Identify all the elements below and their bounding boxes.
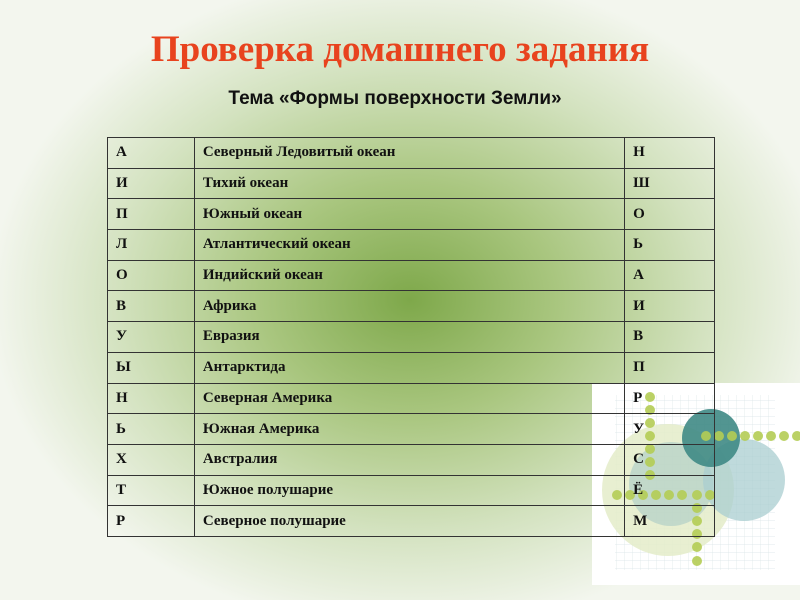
letter-cell: В <box>107 290 195 323</box>
table-row: В Африка И <box>107 290 715 323</box>
term-cell: Австралия <box>193 443 626 476</box>
answer-letter-cell: У <box>624 413 715 445</box>
answer-letter-cell: Ь <box>624 229 715 261</box>
term-cell: Африка <box>193 290 626 323</box>
term-cell: Евразия <box>193 321 626 353</box>
answer-letter-cell: Н <box>624 137 715 169</box>
answer-letter-cell: И <box>624 290 715 323</box>
answer-letter-cell: С <box>624 443 715 476</box>
table-row: А Северный Ледовитый океан Н <box>107 137 715 169</box>
letter-cell: У <box>107 321 195 353</box>
term-cell: Атлантический океан <box>193 229 626 261</box>
term-cell: Северная Америка <box>193 382 626 415</box>
letter-cell: Н <box>107 382 195 415</box>
table-row: И Тихий океан Ш <box>107 167 715 200</box>
letter-cell: Л <box>107 229 195 261</box>
letter-cell: П <box>107 198 195 231</box>
term-cell: Южное полушарие <box>193 474 626 507</box>
slide-title: Проверка домашнего задания <box>150 29 650 70</box>
answer-letter-cell: М <box>624 505 715 537</box>
table-row: Ь Южная Америка У <box>107 413 715 445</box>
letter-cell: Ы <box>107 351 195 384</box>
answer-letter-cell: О <box>624 198 715 231</box>
table-row: Ы Антарктида П <box>107 351 715 384</box>
table-row: Н Северная Америка Р <box>107 382 715 415</box>
answer-letter-cell: Ш <box>624 167 715 200</box>
table-row: О Индийский океан А <box>107 259 715 292</box>
answer-letter-cell: П <box>624 351 715 384</box>
term-cell: Северный Ледовитый океан <box>193 137 626 169</box>
letter-cell: А <box>107 137 195 169</box>
letter-cell: Т <box>107 474 195 507</box>
term-cell: Антарктида <box>193 351 626 384</box>
answer-letter-cell: А <box>624 259 715 292</box>
letter-cell: О <box>107 259 195 292</box>
answer-letter-cell: Р <box>624 382 715 415</box>
table-row: П Южный океан О <box>107 198 715 231</box>
table-row: Т Южное полушарие Ё <box>107 474 715 507</box>
letter-cell: Х <box>107 443 195 476</box>
term-cell: Северное полушарие <box>193 505 626 537</box>
table-row: Л Атлантический океан Ь <box>107 229 715 261</box>
letter-cell: Р <box>107 505 195 537</box>
term-cell: Тихий океан <box>193 167 626 200</box>
table-row: Х Австралия С <box>107 443 715 476</box>
answer-letter-cell: Ё <box>624 474 715 507</box>
slide-subtitle: Тема «Формы поверхности Земли» <box>228 88 562 109</box>
answers-table: А Северный Ледовитый океан Н И Тихий океан Ш П… <box>107 137 715 537</box>
term-cell: Южный океан <box>193 198 626 231</box>
term-cell: Южная Америка <box>193 413 626 445</box>
letter-cell: И <box>107 167 195 200</box>
table-row: У Евразия В <box>107 321 715 353</box>
table-row: Р Северное полушарие М <box>107 505 715 537</box>
term-cell: Индийский океан <box>193 259 626 292</box>
letter-cell: Ь <box>107 413 195 445</box>
answer-letter-cell: В <box>624 321 715 353</box>
